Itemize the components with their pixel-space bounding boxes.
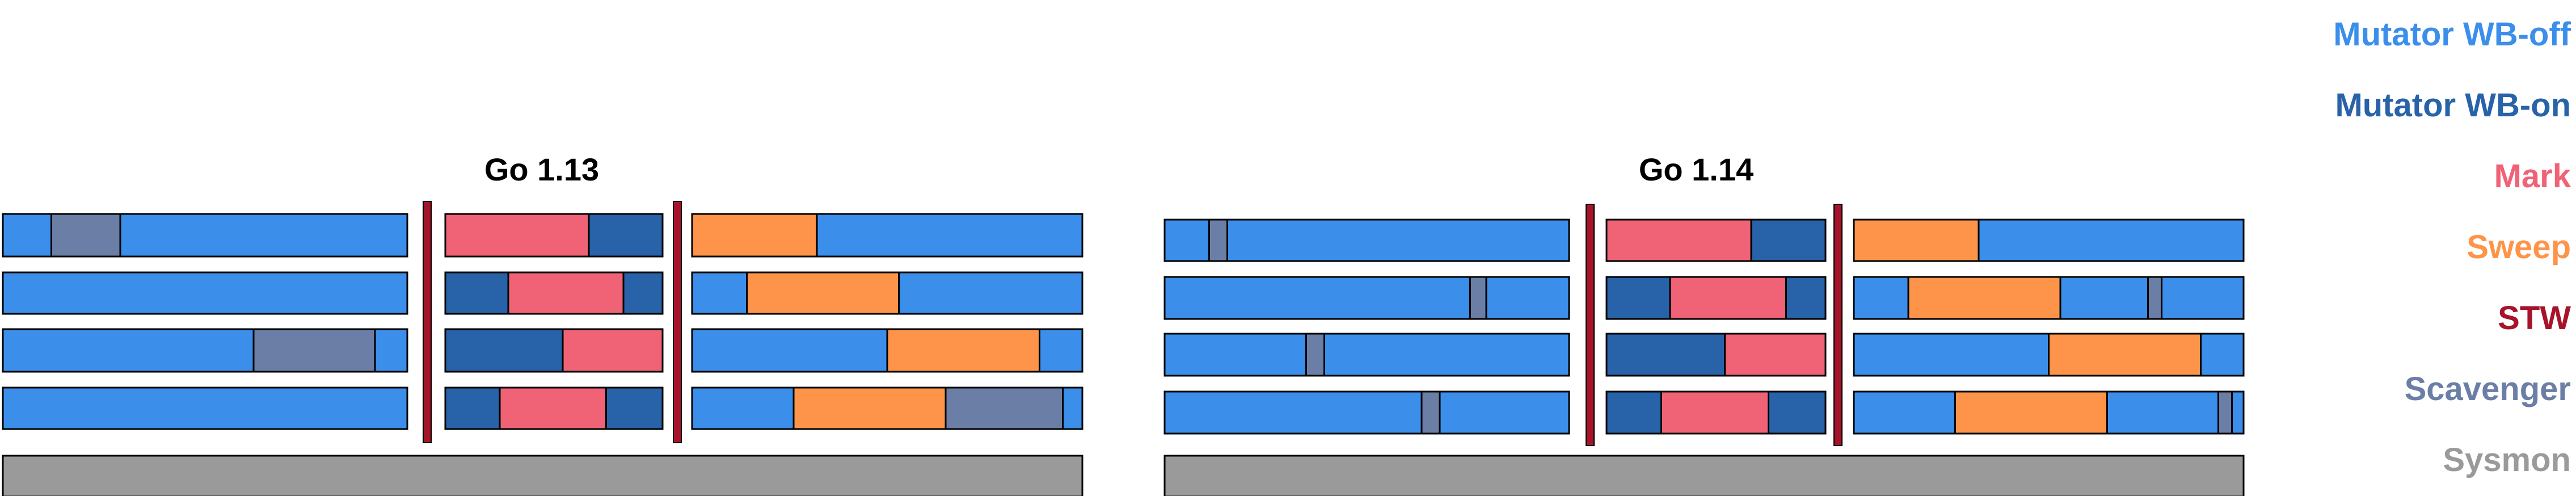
wb-off-segment — [2, 386, 408, 430]
mark-segment — [444, 213, 590, 258]
sysmon-bar — [2, 455, 1083, 496]
mark-segment — [1723, 333, 1827, 377]
wb-off-segment — [1163, 276, 1471, 320]
wb-off-segment — [1163, 390, 1423, 435]
wb-off-segment — [2199, 333, 2245, 377]
wb-off-segment — [2, 328, 255, 373]
wb-off-segment — [1978, 218, 2245, 262]
mark-segment — [562, 328, 664, 373]
legend-item-stw: STW — [2498, 300, 2571, 337]
mark-segment — [1669, 276, 1787, 320]
wb-off-segment — [2, 271, 408, 315]
scavenger-segment — [1420, 390, 1441, 435]
sweep-segment — [745, 271, 900, 315]
legend-item-wb-on: Mutator WB-on — [2335, 87, 2571, 124]
sweep-segment — [1954, 390, 2109, 435]
wb-off-segment — [691, 386, 795, 430]
stw-bar-go-1-13-1 — [423, 201, 432, 443]
wb-on-segment — [444, 328, 564, 373]
wb-on-segment — [1605, 390, 1662, 435]
wb-off-segment — [2231, 390, 2245, 435]
wb-on-segment — [622, 271, 664, 315]
wb-off-segment — [1163, 218, 1210, 262]
wb-off-segment — [2059, 276, 2149, 320]
stw-bar-go-1-14-2 — [1833, 204, 1843, 446]
wb-off-segment — [1853, 333, 2050, 377]
wb-off-segment — [1062, 386, 1083, 430]
wb-off-segment — [691, 328, 888, 373]
sweep-segment — [886, 328, 1040, 373]
wb-on-segment — [1605, 276, 1671, 320]
mark-segment — [499, 386, 607, 430]
wb-off-segment — [2161, 276, 2245, 320]
go-1-14-diagram: Go 1.14 — [1163, 152, 2245, 496]
wb-off-segment — [1323, 333, 1570, 377]
wb-off-segment — [691, 271, 748, 315]
legend-item-wb-off: Mutator WB-off — [2333, 16, 2571, 53]
go-1-13-diagram: Go 1.13 — [2, 152, 1083, 496]
wb-on-segment — [605, 386, 664, 430]
sweep-segment — [1853, 218, 1980, 262]
wb-off-segment — [816, 213, 1083, 258]
stw-bar-go-1-13-2 — [673, 201, 682, 443]
legend-item-sysmon: Sysmon — [2443, 442, 2571, 478]
scavenger-segment — [50, 213, 121, 258]
legend-item-mark: Mark — [2494, 158, 2571, 195]
sweep-segment — [1907, 276, 2061, 320]
wb-off-segment — [1485, 276, 1570, 320]
wb-off-segment — [1226, 218, 1570, 262]
wb-off-segment — [1038, 328, 1083, 373]
go-1-14-title: Go 1.14 — [1639, 152, 1753, 187]
wb-off-segment — [2106, 390, 2219, 435]
legend-item-scavenger: Scavenger — [2405, 371, 2571, 407]
wb-off-segment — [119, 213, 408, 258]
wb-off-segment — [1853, 276, 1909, 320]
wb-on-segment — [1750, 218, 1827, 262]
wb-on-segment — [1785, 276, 1827, 320]
wb-on-segment — [444, 386, 501, 430]
scavenger-segment — [252, 328, 376, 373]
wb-on-segment — [1605, 333, 1726, 377]
wb-off-segment — [2, 213, 53, 258]
go-1-13-title: Go 1.13 — [484, 152, 599, 187]
wb-off-segment — [1439, 390, 1570, 435]
sweep-segment — [2048, 333, 2202, 377]
wb-off-segment — [1163, 333, 1308, 377]
mark-segment — [507, 271, 625, 315]
scavenger-segment — [2147, 276, 2163, 320]
mark-segment — [1605, 218, 1752, 262]
scavenger-segment — [1208, 218, 1228, 262]
wb-off-segment — [374, 328, 408, 373]
wb-off-segment — [898, 271, 1083, 315]
mark-segment — [1660, 390, 1770, 435]
scavenger-segment — [1469, 276, 1487, 320]
scavenger-segment — [1305, 333, 1326, 377]
sweep-segment — [792, 386, 947, 430]
stw-bar-go-1-14-1 — [1586, 204, 1595, 446]
scavenger-segment — [945, 386, 1064, 430]
wb-on-segment — [588, 213, 664, 258]
legend-item-sweep: Sweep — [2467, 229, 2571, 266]
wb-on-segment — [1768, 390, 1827, 435]
sysmon-bar — [1163, 455, 2245, 496]
legend: Mutator WB-off Mutator WB-on Mark Sweep STW S… — [2333, 16, 2571, 478]
sweep-segment — [691, 213, 818, 258]
wb-off-segment — [1853, 390, 1957, 435]
wb-on-segment — [444, 271, 509, 315]
scavenger-segment — [2217, 390, 2233, 435]
